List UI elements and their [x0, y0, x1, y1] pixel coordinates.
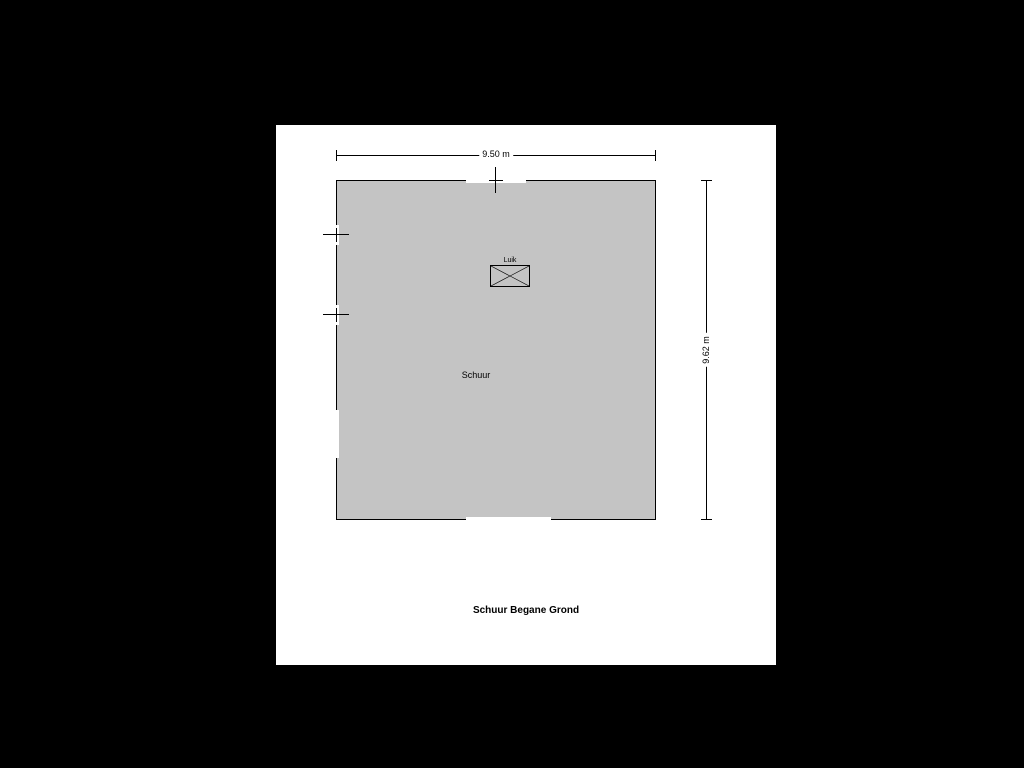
room-schuur	[336, 180, 656, 520]
opening-top-tick-cross	[489, 180, 503, 181]
luik-box: Luik	[490, 265, 530, 287]
dim-top-cap-r	[655, 150, 656, 161]
opening-bottom	[466, 517, 551, 522]
dim-right-label: 9.62 m	[701, 333, 711, 367]
opening-left-3	[334, 410, 339, 458]
dim-right-cap-b	[701, 519, 712, 520]
opening-left-1-tick-cross	[336, 228, 337, 242]
luik-label: Luik	[491, 257, 529, 264]
opening-left-2-tick-cross	[336, 308, 337, 322]
floorplan-title: Schuur Begane Grond	[473, 605, 579, 616]
dim-right-cap-t	[701, 180, 712, 181]
dim-top-cap-l	[336, 150, 337, 161]
dim-top-label: 9.50 m	[479, 149, 513, 159]
floorplan-canvas: Schuur Luik 9.50 m 9.62 m Schuur Begane …	[276, 125, 776, 665]
room-label-schuur: Schuur	[462, 370, 491, 380]
